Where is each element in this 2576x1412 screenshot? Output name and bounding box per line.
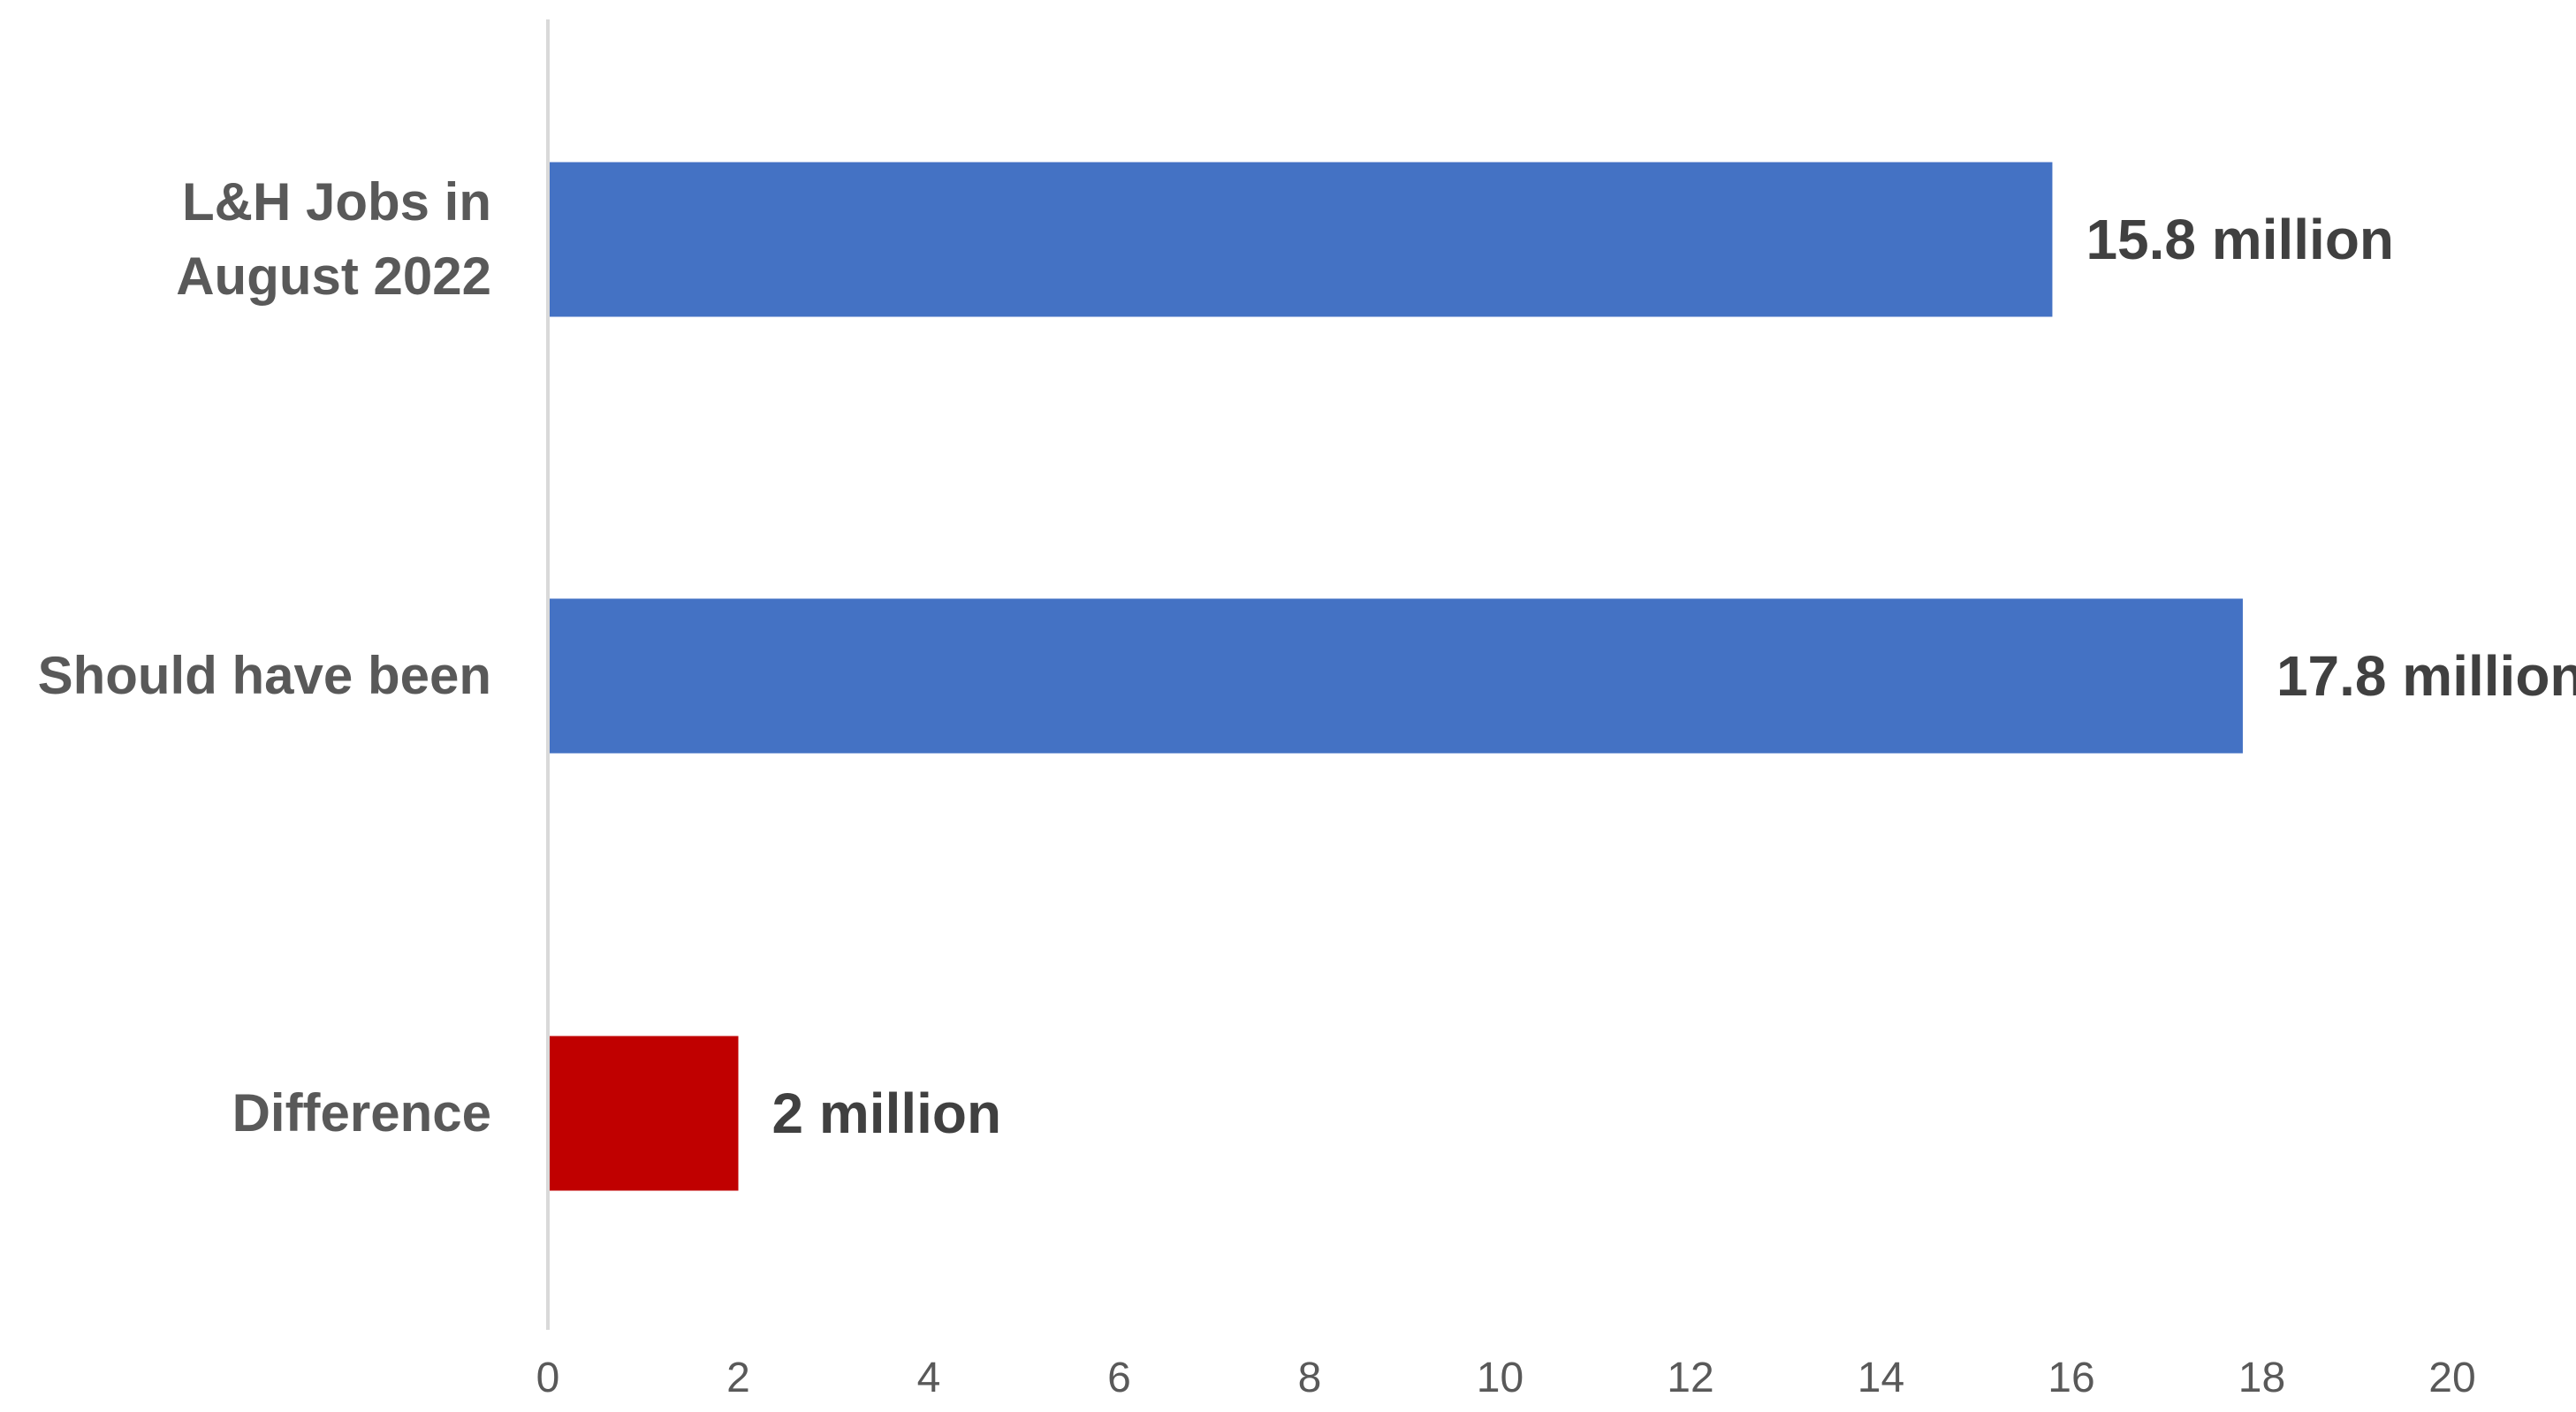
x-tick-label-1: 2 bbox=[726, 1355, 750, 1401]
data-label-0: 15.8 million bbox=[2086, 208, 2394, 271]
bar-2 bbox=[550, 1036, 739, 1191]
data-label-1: 17.8 million bbox=[2276, 644, 2576, 708]
x-tick-label-5: 10 bbox=[1477, 1355, 1524, 1401]
category-label-0-line-1: August 2022 bbox=[176, 247, 491, 306]
category-labels: L&H Jobs in August 2022 Should have been Di… bbox=[38, 172, 491, 1143]
x-tick-label-6: 12 bbox=[1667, 1355, 1714, 1401]
x-axis-tick-labels: 0 2 4 6 8 10 12 14 16 18 20 bbox=[536, 1355, 2476, 1401]
category-label-0-line-0: L&H Jobs in bbox=[182, 172, 491, 232]
bar-0 bbox=[550, 162, 2053, 317]
x-tick-label-0: 0 bbox=[536, 1355, 560, 1401]
category-label-2-line-0: Difference bbox=[232, 1083, 491, 1143]
x-tick-label-3: 6 bbox=[1107, 1355, 1131, 1401]
x-tick-label-2: 4 bbox=[917, 1355, 941, 1401]
data-labels: 15.8 million 17.8 million 2 million bbox=[772, 208, 2576, 1145]
data-label-2: 2 million bbox=[772, 1082, 1002, 1145]
x-tick-label-7: 14 bbox=[1858, 1355, 1904, 1401]
x-tick-label-8: 16 bbox=[2048, 1355, 2094, 1401]
x-tick-label-10: 20 bbox=[2428, 1355, 2475, 1401]
x-tick-label-4: 8 bbox=[1298, 1355, 1322, 1401]
category-label-1-line-0: Should have been bbox=[38, 646, 491, 705]
x-tick-label-9: 18 bbox=[2238, 1355, 2285, 1401]
bar-1 bbox=[550, 598, 2243, 754]
bars-group bbox=[550, 162, 2243, 1191]
